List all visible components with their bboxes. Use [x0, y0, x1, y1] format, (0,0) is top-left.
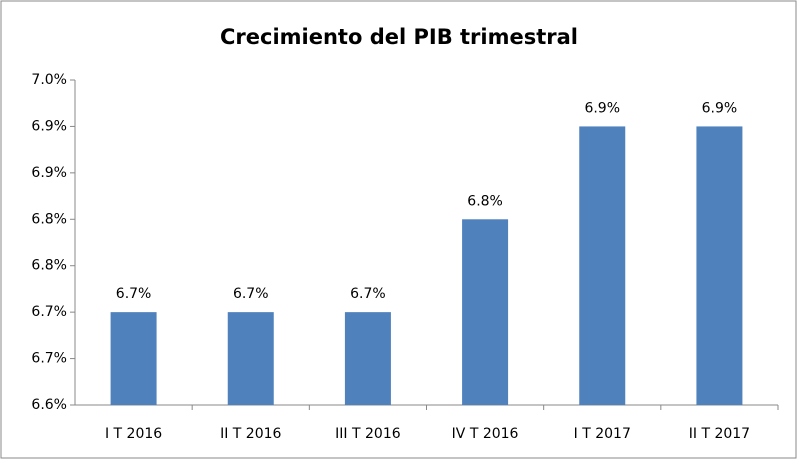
data-label: 6.7% [116, 286, 152, 302]
bar [579, 126, 626, 405]
data-label: 6.8% [467, 193, 503, 209]
data-label: 6.9% [584, 100, 620, 116]
x-tick-label: II T 2017 [689, 426, 750, 442]
bar [110, 312, 157, 405]
bar [344, 312, 391, 405]
y-tick-label: 6.9% [31, 165, 67, 181]
x-tick-label: II T 2016 [220, 426, 281, 442]
bar [227, 312, 274, 405]
y-tick-label: 6.7% [31, 351, 67, 367]
bar [696, 126, 743, 405]
data-label: 6.9% [702, 100, 738, 116]
y-tick-label: 6.6% [31, 397, 67, 413]
data-label: 6.7% [233, 286, 269, 302]
y-tick-label: 6.9% [31, 118, 67, 134]
x-tick-label: I T 2016 [105, 426, 162, 442]
chart-title: Crecimiento del PIB trimestral [220, 25, 578, 49]
x-tick-label: III T 2016 [335, 426, 401, 442]
data-label: 6.7% [350, 286, 386, 302]
y-tick-label: 6.8% [31, 211, 67, 227]
x-tick-label: I T 2017 [574, 426, 631, 442]
y-tick-label: 6.8% [31, 258, 67, 274]
bar [462, 219, 509, 405]
y-tick-label: 6.7% [31, 304, 67, 320]
x-tick-label: IV T 2016 [452, 426, 519, 442]
y-tick-label: 7.0% [31, 72, 67, 88]
